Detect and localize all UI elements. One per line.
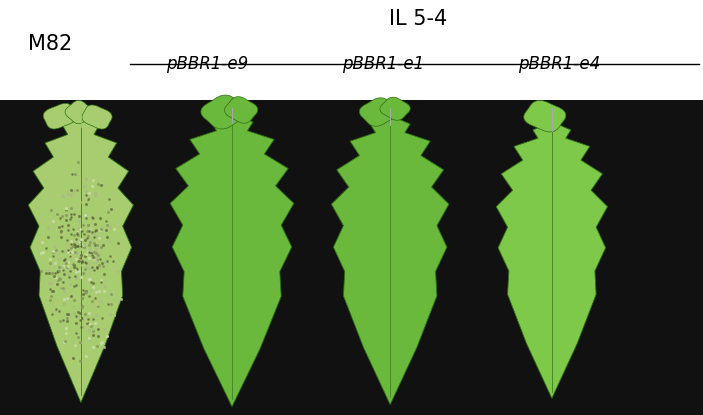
- Text: IL 5-4: IL 5-4: [389, 9, 447, 29]
- Text: M82: M82: [29, 34, 72, 54]
- Polygon shape: [65, 100, 92, 124]
- Polygon shape: [380, 97, 411, 120]
- Polygon shape: [359, 98, 397, 126]
- Text: pBBR1-e4: pBBR1-e4: [518, 55, 600, 73]
- Polygon shape: [224, 97, 258, 123]
- Polygon shape: [170, 113, 294, 407]
- Bar: [0, 100, 703, 415]
- Polygon shape: [201, 95, 246, 129]
- Polygon shape: [43, 103, 77, 129]
- Polygon shape: [82, 105, 112, 129]
- Text: pBBR1-e1: pBBR1-e1: [342, 55, 424, 73]
- Polygon shape: [331, 115, 449, 405]
- Polygon shape: [524, 100, 566, 132]
- Text: pBBR1-e9: pBBR1-e9: [167, 55, 248, 73]
- Polygon shape: [28, 117, 134, 403]
- Polygon shape: [496, 122, 607, 398]
